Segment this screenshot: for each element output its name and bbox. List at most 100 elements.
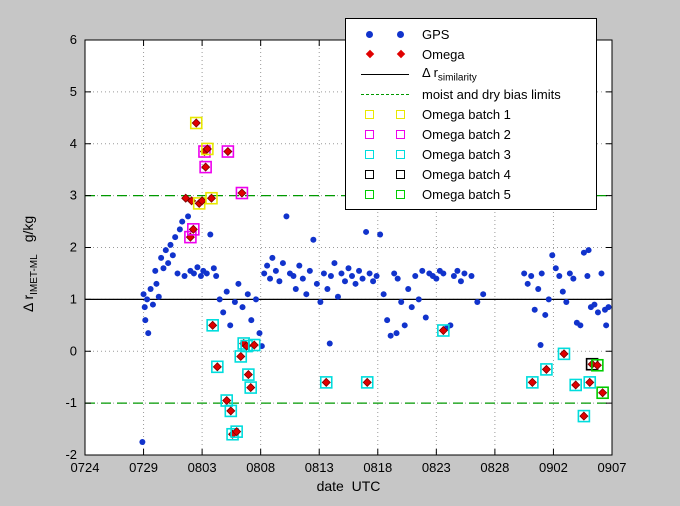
gps-point (556, 273, 563, 280)
y-tick-label: 4 (70, 136, 77, 151)
gps-point (577, 322, 584, 329)
gps-point (172, 234, 179, 241)
gps-point (549, 252, 556, 259)
omega-point (585, 377, 595, 387)
gps-point (256, 330, 263, 337)
gps-point (373, 273, 380, 280)
gps-point (155, 293, 162, 300)
gps-point (591, 301, 598, 308)
omega-point (188, 224, 198, 234)
omega-point (249, 340, 259, 350)
legend-line-solid-icon (346, 73, 416, 75)
gps-point (408, 304, 415, 311)
gps-point (585, 247, 592, 254)
gps-point (142, 317, 149, 324)
gps-point (167, 241, 174, 248)
omega-point (559, 349, 569, 359)
gps-point (276, 278, 283, 285)
gps-point (363, 228, 370, 235)
y-tick-label: 1 (70, 291, 77, 306)
omega-point (592, 360, 602, 370)
gps-point (317, 298, 324, 305)
gps-point (292, 286, 299, 292)
gps-point (223, 288, 230, 295)
gps-point (306, 267, 313, 274)
gps-point (468, 273, 475, 280)
omega-point (541, 364, 551, 374)
gps-point (334, 293, 341, 300)
omega-point (212, 362, 222, 372)
omega-batch-2-box (184, 230, 197, 244)
omega-batch-3-box (583, 376, 597, 389)
legend-label: moist and dry bias limits (422, 86, 561, 102)
omega-point (206, 193, 217, 203)
gps-point (141, 304, 148, 311)
omega-batch-3-box (211, 360, 224, 374)
gps-point (570, 275, 577, 282)
omega-batch-3-box (230, 425, 243, 438)
gps-point (290, 273, 297, 280)
legend-label: Omega (422, 46, 465, 62)
gps-point (239, 304, 246, 311)
omega-batch-2-box (199, 160, 212, 174)
gps-point (391, 270, 398, 277)
omega-batch-3-box (437, 324, 450, 337)
gps-point (474, 298, 481, 305)
omega-batch-1-box (192, 197, 206, 210)
legend-label: Omega batch 5 (422, 186, 511, 202)
legend-item-6: Omega batch 2 (346, 124, 596, 144)
omega-batch-5-box (591, 358, 604, 372)
omega-point (598, 388, 608, 398)
gps-point (313, 280, 320, 287)
gps-point (216, 296, 223, 303)
x-tick-label: 0828 (480, 460, 509, 475)
gps-point (422, 314, 429, 321)
legend-item-7: Omega batch 3 (346, 144, 596, 164)
omega-point (226, 406, 236, 416)
gps-point (147, 286, 154, 292)
omega-point (201, 162, 211, 172)
gps-point (531, 306, 538, 313)
legend-item-3: Δ rsimilarity (346, 64, 596, 84)
gps-point (210, 265, 217, 272)
legend-item-9: Omega batch 5 (346, 184, 596, 204)
gps-point (272, 267, 279, 274)
gps-point (144, 296, 151, 303)
gps-point (419, 267, 426, 274)
gps-point (320, 270, 327, 277)
omega-batch-3-box (244, 381, 258, 394)
gps-point (349, 273, 356, 280)
omega-point (222, 395, 232, 406)
gps-point (194, 264, 201, 271)
legend-label: Omega batch 3 (422, 146, 511, 162)
omega-point (246, 382, 256, 393)
legend-dot-icon (346, 30, 416, 38)
omega-point (197, 196, 207, 206)
gps-point (412, 273, 419, 280)
legend-diamond-icon (346, 49, 416, 59)
x-tick-label: 0907 (598, 460, 627, 475)
x-tick-label: 0729 (129, 460, 158, 475)
y-axis-label-sub: IMET-ML (28, 254, 40, 295)
gps-point (248, 317, 255, 324)
gps-point (450, 273, 457, 280)
gps-point (352, 280, 359, 287)
gps-point (207, 231, 214, 238)
legend: GPS Omega Δ rsimilarity moist and dry bias … (345, 18, 597, 210)
x-tick-label: 0724 (71, 460, 100, 475)
omega-batch-3-box (360, 376, 374, 389)
omega-batch-3-box (319, 376, 333, 389)
y-tick-label: -2 (65, 447, 77, 462)
gps-point (227, 322, 234, 329)
gps-point (190, 270, 197, 277)
gps-point (394, 275, 401, 282)
y-axis-label: Δ rIMET-ML g/kg (20, 216, 40, 312)
omega-point (438, 325, 448, 336)
gps-point (153, 280, 160, 287)
y-tick-label: 2 (70, 240, 77, 255)
omega-batch-3-box (247, 338, 261, 352)
x-tick-label: 0818 (363, 460, 392, 475)
gps-point (545, 296, 552, 303)
gps-point (244, 291, 251, 298)
